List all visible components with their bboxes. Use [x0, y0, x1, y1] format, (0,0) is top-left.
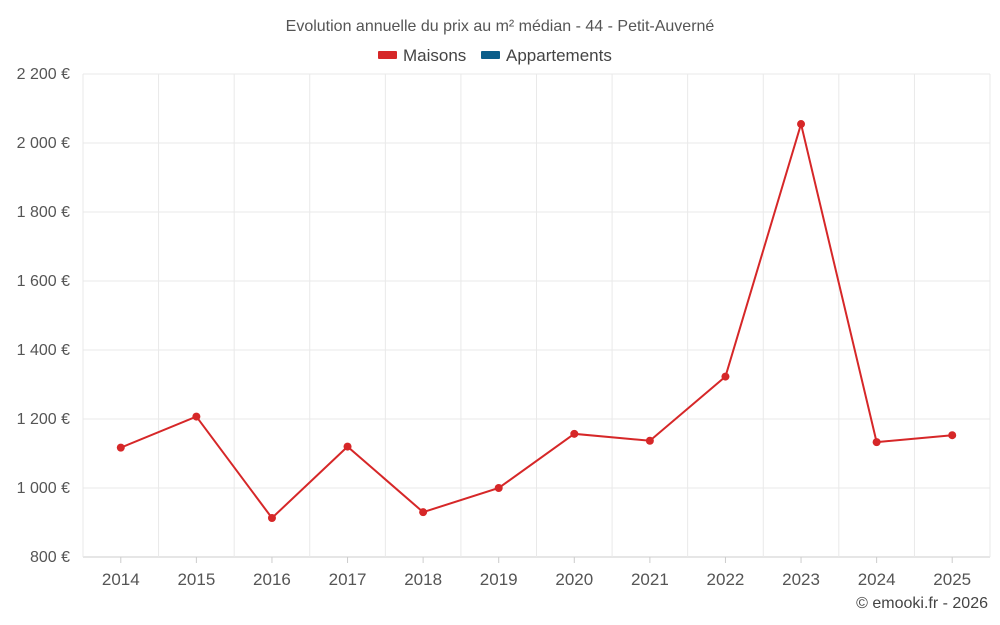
series-line	[120, 120, 953, 520]
x-tick-label: 2015	[177, 570, 215, 589]
data-point[interactable]	[116, 443, 125, 452]
x-tick-label: 2019	[480, 570, 518, 589]
data-point[interactable]	[797, 120, 806, 129]
data-point[interactable]	[192, 412, 201, 421]
x-tick-label: 2021	[631, 570, 669, 589]
x-tick-label: 2025	[933, 570, 971, 589]
data-point[interactable]	[494, 484, 503, 492]
x-tick-label: 2023	[782, 570, 820, 589]
y-tick-label: 1 800 €	[17, 204, 70, 221]
legend-item[interactable]: Appartements	[481, 46, 612, 65]
data-point[interactable]	[948, 431, 957, 440]
legend-item[interactable]: Maisons	[378, 46, 466, 65]
grid	[82, 73, 991, 563]
x-axis-ticks: 2014 2015 2016 2017 2018 2019 2020 2021 2022 2023…	[102, 570, 971, 589]
legend: Maisons Appartements	[378, 46, 612, 65]
x-tick-label: 2014	[102, 570, 140, 589]
y-tick-label: 2 200 €	[17, 66, 70, 83]
legend-swatch	[481, 51, 500, 59]
data-point[interactable]	[570, 429, 579, 438]
legend-label: Maisons	[403, 46, 466, 65]
data-point[interactable]	[721, 372, 730, 381]
y-tick-label: 2 000 €	[17, 135, 70, 152]
credit-text: © emooki.fr - 2026	[856, 595, 988, 612]
y-tick-label: 1 000 €	[17, 480, 70, 497]
legend-swatch	[378, 51, 397, 59]
y-tick-label: 800 €	[30, 549, 70, 566]
x-tick-label: 2022	[707, 570, 745, 589]
x-tick-label: 2020	[555, 570, 593, 589]
data-point[interactable]	[645, 436, 654, 445]
x-tick-label: 2017	[329, 570, 367, 589]
y-tick-label: 1 600 €	[17, 273, 70, 290]
chart-title: Evolution annuelle du prix au m² médian …	[286, 18, 715, 35]
data-point[interactable]	[343, 442, 352, 451]
x-tick-label: 2018	[404, 570, 442, 589]
y-axis-ticks: 800 € 1 000 € 1 200 € 1 400 € 1 600 € 1 800 €…	[17, 66, 70, 566]
data-point[interactable]	[872, 438, 881, 447]
y-tick-label: 1 400 €	[17, 342, 70, 359]
legend-label: Appartements	[506, 46, 612, 65]
data-point[interactable]	[267, 514, 276, 523]
series-layer	[116, 120, 957, 523]
data-point[interactable]	[419, 508, 428, 517]
y-tick-label: 1 200 €	[17, 411, 70, 428]
x-tick-label: 2016	[253, 570, 291, 589]
x-tick-label: 2024	[858, 570, 896, 589]
